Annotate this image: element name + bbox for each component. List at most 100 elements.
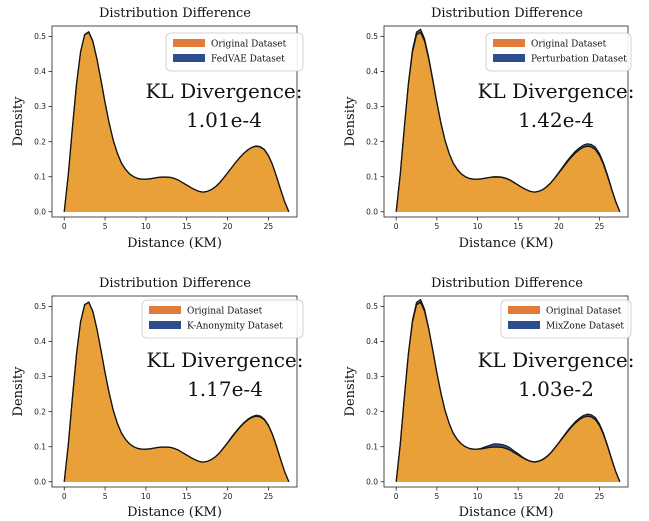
x-tick-label: 0 <box>62 222 67 231</box>
y-tick-label: 0.5 <box>366 302 378 311</box>
y-tick-label: 0.2 <box>34 407 46 416</box>
axes-frame <box>51 25 298 218</box>
legend-frame <box>141 299 304 339</box>
kl-annotation-line-2: 1.17e-4 <box>187 377 263 401</box>
legend-swatch-2 <box>149 321 181 329</box>
legend-label-1: Original Dataset <box>187 307 263 317</box>
x-tick-label: 20 <box>554 492 564 501</box>
kl-annotation-line-1: KL Divergence: <box>477 79 634 103</box>
kl-annotation-line-1: KL Divergence: <box>146 348 303 372</box>
y-tick-label: 0.0 <box>34 207 46 216</box>
y-tick-label: 0.3 <box>34 372 46 381</box>
y-tick-label: 0.5 <box>34 302 46 311</box>
x-tick-label: 10 <box>141 222 151 231</box>
legend-label-2: K-Anonymity Dataset <box>187 322 283 332</box>
legend-label-1: Original Dataset <box>531 40 607 50</box>
chart-title: Distribution Difference <box>99 6 251 21</box>
x-tick-label: 0 <box>394 492 399 501</box>
y-tick-label: 0.4 <box>366 337 378 346</box>
legend-label-2: Perturbation Dataset <box>531 55 627 65</box>
chart-panel-2: Distribution Difference 0 5 10 15 20 25 0.0 0.1 0… <box>343 6 635 251</box>
series-line-2 <box>63 301 290 482</box>
legend-swatch-1 <box>149 306 181 314</box>
y-tick-label: 0.3 <box>366 102 378 111</box>
y-tick-label: 0.4 <box>34 67 46 76</box>
axes-frame <box>51 295 298 488</box>
kl-annotation-line-2: 1.42e-4 <box>518 108 594 132</box>
x-axis-label: Distance (KM) <box>127 505 222 520</box>
x-axis-label: Distance (KM) <box>459 236 554 251</box>
x-tick-label: 20 <box>223 492 233 501</box>
kl-annotation-line-1: KL Divergence: <box>477 348 634 372</box>
legend-swatch-2 <box>173 54 205 62</box>
legend-label-2: FedVAE Dataset <box>211 55 285 65</box>
kl-annotation-line-1: KL Divergence: <box>145 79 302 103</box>
x-tick-label: 10 <box>473 222 483 231</box>
x-tick-label: 25 <box>264 492 274 501</box>
legend: Original Dataset K-Anonymity Dataset <box>141 299 304 339</box>
chart-title: Distribution Difference <box>431 6 583 21</box>
x-tick-label: 25 <box>595 492 605 501</box>
y-tick-label: 0.5 <box>366 32 378 41</box>
x-tick-label: 0 <box>62 492 67 501</box>
legend-swatch-1 <box>508 306 540 314</box>
x-tick-label: 25 <box>595 222 605 231</box>
series-line-2 <box>395 28 621 212</box>
kl-annotation-line-2: 1.01e-4 <box>186 108 262 132</box>
x-tick-label: 15 <box>513 492 523 501</box>
x-tick-label: 20 <box>223 222 233 231</box>
series-line-2 <box>63 31 290 212</box>
y-tick-label: 0.0 <box>34 477 46 486</box>
x-tick-label: 0 <box>394 222 399 231</box>
y-tick-label: 0.2 <box>366 137 378 146</box>
legend-swatch-1 <box>493 39 525 47</box>
x-tick-label: 15 <box>182 492 192 501</box>
x-tick-label: 10 <box>141 492 151 501</box>
legend: Original Dataset FedVAE Dataset <box>165 32 304 72</box>
legend-label-2: MixZone Dataset <box>546 322 624 332</box>
kl-annotation-line-2: 1.03e-2 <box>518 377 594 401</box>
y-tick-label: 0.4 <box>366 67 378 76</box>
x-tick-label: 5 <box>434 222 439 231</box>
chart-title: Distribution Difference <box>99 276 251 291</box>
y-axis-label: Density <box>11 96 26 147</box>
x-tick-label: 5 <box>434 492 439 501</box>
y-tick-label: 0.3 <box>34 102 46 111</box>
y-axis-label: Density <box>343 96 358 147</box>
legend: Original Dataset MixZone Dataset <box>500 299 632 339</box>
axes-frame <box>383 25 629 218</box>
legend-swatch-2 <box>508 321 540 329</box>
y-tick-label: 0.4 <box>34 337 46 346</box>
y-tick-label: 0.0 <box>366 477 378 486</box>
chart-panel-3: Distribution Difference 0 5 10 15 20 25 0.0 0.1 0… <box>11 276 304 520</box>
y-tick-label: 0.3 <box>366 372 378 381</box>
x-tick-label: 20 <box>554 222 564 231</box>
axes-frame <box>383 295 629 488</box>
y-tick-label: 0.1 <box>34 172 46 181</box>
x-tick-label: 25 <box>264 222 274 231</box>
y-axis-label: Density <box>343 366 358 417</box>
x-tick-label: 5 <box>103 222 108 231</box>
y-tick-label: 0.1 <box>366 442 378 451</box>
x-tick-label: 5 <box>103 492 108 501</box>
legend: Original Dataset Perturbation Dataset <box>485 32 632 72</box>
chart-title: Distribution Difference <box>431 276 583 291</box>
chart-panel-1: Distribution Difference 0 5 10 15 20 25 0.0 0.1 0… <box>11 6 304 251</box>
legend-swatch-1 <box>173 39 205 47</box>
legend-swatch-2 <box>493 54 525 62</box>
y-tick-label: 0.2 <box>34 137 46 146</box>
chart-panel-4: Distribution Difference 0 5 10 15 20 25 0.0 0.1 0… <box>343 276 635 520</box>
x-axis-label: Distance (KM) <box>459 505 554 520</box>
y-axis-label: Density <box>11 366 26 417</box>
y-tick-label: 0.2 <box>366 407 378 416</box>
x-tick-label: 15 <box>513 222 523 231</box>
y-tick-label: 0.5 <box>34 32 46 41</box>
x-tick-label: 15 <box>182 222 192 231</box>
y-tick-label: 0.0 <box>366 207 378 216</box>
legend-label-1: Original Dataset <box>546 307 622 317</box>
x-tick-label: 10 <box>473 492 483 501</box>
series-line-2 <box>395 298 621 482</box>
y-tick-label: 0.1 <box>34 442 46 451</box>
y-tick-label: 0.1 <box>366 172 378 181</box>
